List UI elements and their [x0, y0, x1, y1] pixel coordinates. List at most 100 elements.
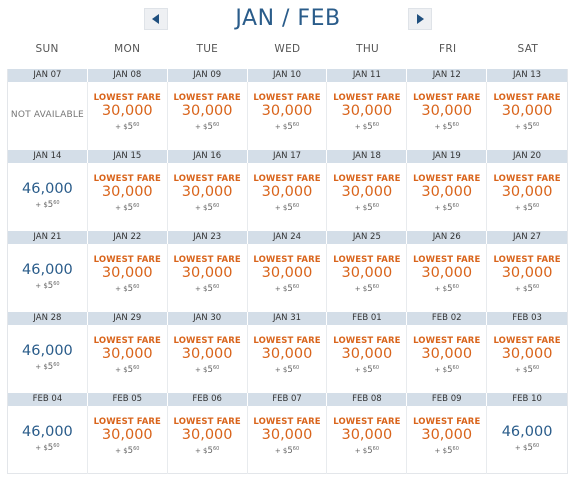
date-label: JAN 31	[248, 312, 328, 325]
tax-dollars: 5	[287, 122, 293, 132]
date-label: FEB 06	[168, 393, 248, 406]
fare-cell[interactable]: LOWEST FARE 30,000 + $560	[407, 163, 488, 231]
fare-tax: + $560	[487, 284, 567, 294]
fare-cell[interactable]: 46,000 + $560	[487, 406, 567, 474]
tax-dollars: 5	[47, 281, 54, 291]
fare-cell[interactable]: LOWEST FARE 30,000 + $560	[248, 244, 328, 312]
fare-cell[interactable]: 46,000 + $560	[8, 163, 88, 231]
tax-cents: 60	[53, 281, 60, 287]
tax-dollars: 5	[47, 362, 54, 372]
fare-cell[interactable]: LOWEST FARE 30,000 + $560	[487, 82, 567, 150]
fare-cell[interactable]: LOWEST FARE 30,000 + $560	[88, 163, 168, 231]
fare-cell[interactable]: LOWEST FARE 30,000 + $560	[168, 406, 248, 474]
fare-cell[interactable]: LOWEST FARE 30,000 + $560	[407, 406, 488, 474]
lowest-fare-label: LOWEST FARE	[93, 174, 161, 184]
tax-cents: 60	[452, 122, 459, 128]
fare-cell[interactable]: LOWEST FARE 30,000 + $560	[248, 406, 328, 474]
calendar-week: JAN 28 JAN 29 JAN 30 JAN 31 FEB 01 FEB 02 FEB …	[8, 312, 567, 393]
tax-dollars: 5	[447, 446, 453, 456]
tax-cents: 60	[212, 284, 220, 290]
tax-prefix: + $	[434, 447, 448, 455]
fare-cell[interactable]: LOWEST FARE 30,000 + $560	[327, 82, 408, 150]
fare-cell[interactable]: LOWEST FARE 30,000 + $560	[168, 244, 248, 312]
date-label: JAN 27	[513, 232, 542, 242]
fare-miles: 30,000	[261, 427, 313, 443]
date-bar: FEB 04 FEB 05 FEB 06 FEB 07 FEB 08 FEB 09 FEB …	[8, 393, 567, 406]
fare-miles: 46,000	[22, 424, 73, 440]
fare-cell[interactable]: LOWEST FARE 30,000 + $560	[407, 325, 488, 393]
tax-cents: 60	[452, 365, 459, 371]
date-label: FEB 04	[8, 393, 88, 406]
not-available-label: NOT AVAILABLE	[10, 110, 84, 120]
dow-fri: FRI	[439, 43, 457, 55]
prev-month-button[interactable]	[144, 8, 168, 30]
fare-miles: 30,000	[341, 184, 393, 200]
lowest-fare-label: LOWEST FARE	[173, 174, 241, 184]
fare-cell[interactable]: LOWEST FARE 30,000 + $560	[168, 325, 248, 393]
fare-cell[interactable]: LOWEST FARE 30,000 + $560	[88, 325, 168, 393]
fare-cell[interactable]: LOWEST FARE 30,000 + $560	[88, 82, 168, 150]
date-label: FEB 10	[512, 394, 542, 404]
fare-cell[interactable]: LOWEST FARE 30,000 + $560	[327, 325, 408, 393]
fare-cell[interactable]: 46,000 + $560	[8, 406, 88, 474]
dow-mon: MON	[114, 43, 141, 55]
fare-cell[interactable]: LOWEST FARE 30,000 + $560	[487, 325, 567, 393]
fare-cell[interactable]: LOWEST FARE 30,000 + $560	[168, 163, 248, 231]
fare-tax: + $560	[327, 203, 406, 213]
fare-miles: 46,000	[22, 343, 73, 359]
fare-tax: + $560	[248, 446, 327, 456]
date-label: JAN 16	[168, 150, 248, 163]
fare-cell[interactable]: LOWEST FARE 30,000 + $560	[248, 163, 328, 231]
fare-tax: + $560	[407, 365, 486, 375]
fare-cell[interactable]: LOWEST FARE 30,000 + $560	[407, 244, 488, 312]
fare-tax: + $560	[407, 284, 486, 294]
lowest-fare-label: LOWEST FARE	[413, 255, 481, 265]
fare-tax: + $560	[168, 365, 247, 375]
fare-calendar-grid: JAN 07 JAN 08 JAN 09 JAN 10 JAN 11 JAN 12 JAN …	[7, 69, 568, 474]
tax-prefix: + $	[115, 123, 128, 131]
date-label: JAN 17	[248, 150, 328, 163]
lowest-fare-label: LOWEST FARE	[493, 336, 561, 346]
fare-miles: 30,000	[501, 265, 553, 281]
fare-tax: + $560	[327, 365, 406, 375]
fare-tax: + $560	[327, 446, 406, 456]
fare-cell[interactable]: LOWEST FARE 30,000 + $560	[88, 406, 168, 474]
lowest-fare-label: LOWEST FARE	[333, 93, 401, 103]
lowest-fare-label: LOWEST FARE	[173, 417, 241, 427]
fare-tax: + $560	[8, 443, 87, 453]
lowest-fare-label: LOWEST FARE	[493, 93, 561, 103]
fare-cell[interactable]: LOWEST FARE 30,000 + $560	[327, 163, 408, 231]
next-month-button[interactable]	[408, 8, 432, 30]
tax-dollars: 5	[207, 446, 213, 456]
date-label: FEB 08	[327, 393, 408, 406]
tax-cents: 60	[212, 365, 220, 371]
tax-prefix: + $	[194, 366, 208, 374]
dow-sat: SAT	[517, 43, 539, 55]
fare-cell[interactable]: LOWEST FARE 30,000 + $560	[248, 325, 328, 393]
fare-cell[interactable]: LOWEST FARE 30,000 + $560	[487, 163, 567, 231]
fare-cell[interactable]: LOWEST FARE 30,000 + $560	[327, 406, 408, 474]
fare-miles: 30,000	[421, 346, 473, 362]
fare-cell[interactable]: LOWEST FARE 30,000 + $560	[327, 244, 408, 312]
lowest-fare-label: LOWEST FARE	[173, 93, 241, 103]
date-label: JAN 21	[8, 231, 88, 244]
fare-cell[interactable]: 46,000 + $560	[8, 325, 88, 393]
fare-cell[interactable]: 46,000 + $560	[8, 244, 88, 312]
tax-cents: 60	[133, 284, 140, 290]
fare-cell[interactable]: LOWEST FARE 30,000 + $560	[407, 82, 488, 150]
fare-cell[interactable]: LOWEST FARE 30,000 + $560	[88, 244, 168, 312]
date-label: FEB 01	[327, 312, 408, 325]
tax-prefix: + $	[35, 363, 48, 371]
fare-tax: + $560	[327, 284, 406, 294]
fare-cell[interactable]: LOWEST FARE 30,000 + $560	[168, 82, 248, 150]
tax-cents: 60	[292, 122, 300, 128]
tax-prefix: + $	[354, 285, 368, 293]
fare-cell[interactable]: LOWEST FARE 30,000 + $560	[487, 244, 567, 312]
tax-dollars: 5	[207, 122, 213, 132]
tax-cents: 60	[532, 284, 540, 290]
lowest-fare-label: LOWEST FARE	[253, 417, 321, 427]
fare-tax: + $560	[248, 365, 327, 375]
tax-prefix: + $	[115, 285, 128, 293]
tax-dollars: 5	[127, 284, 134, 294]
fare-cell[interactable]: LOWEST FARE 30,000 + $560	[248, 82, 328, 150]
